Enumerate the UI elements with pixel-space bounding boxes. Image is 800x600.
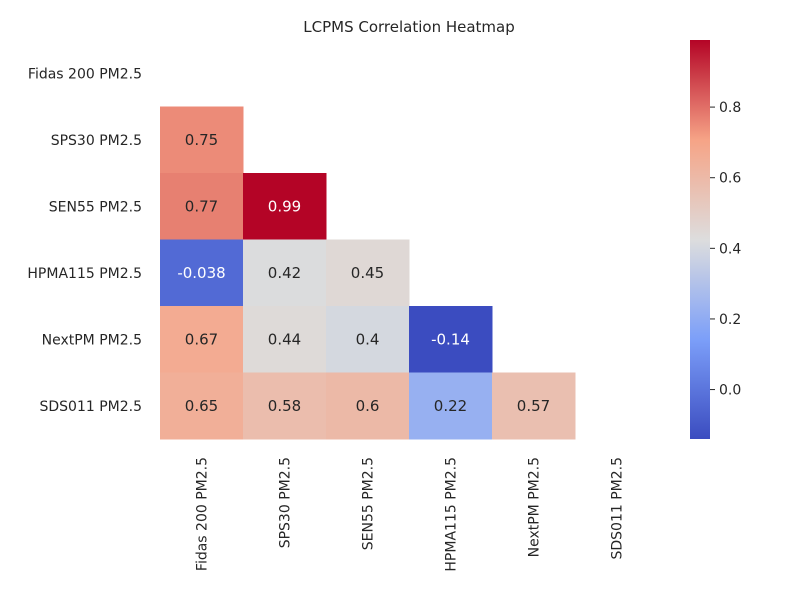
cell-value-label: 0.22 xyxy=(434,397,467,415)
cell-hpma115-pm2-5-sps30-pm2-5 xyxy=(243,239,327,307)
cell-nextpm-pm2-5-fidas-200-pm2-5 xyxy=(160,306,244,373)
y-tick-label-sps30-pm2-5: SPS30 PM2.5 xyxy=(51,133,142,149)
y-tick-label-hpma115-pm2-5: HPMA115 PM2.5 xyxy=(27,266,142,282)
cell-value-label: 0.4 xyxy=(356,330,380,348)
cell-sen55-pm2-5-fidas-200-pm2-5 xyxy=(160,173,244,240)
colorbar-tick-label: 0.6 xyxy=(719,171,741,187)
cell-value-label: 0.42 xyxy=(268,264,301,282)
x-tick-label-hpma115-pm2-5: HPMA115 PM2.5 xyxy=(444,457,460,572)
cell-nextpm-pm2-5-hpma115-pm2-5 xyxy=(409,306,493,373)
cell-value-label: 0.67 xyxy=(185,330,218,348)
x-axis-labels: Fidas 200 PM2.5 SPS30 PM2.5 SEN55 PM2.5 HPM… xyxy=(195,457,626,572)
cell-nextpm-pm2-5-sen55-pm2-5 xyxy=(326,306,410,373)
cell-value-label: 0.77 xyxy=(185,197,218,215)
cell-hpma115-pm2-5-fidas-200-pm2-5 xyxy=(160,239,244,307)
x-tick-label-fidas-200-pm2-5: Fidas 200 PM2.5 xyxy=(195,457,211,571)
cell-value-label: 0.57 xyxy=(517,397,550,415)
cell-sen55-pm2-5-sps30-pm2-5 xyxy=(243,173,327,240)
colorbar-tick-label: 0.8 xyxy=(719,100,741,116)
cell-sds011-pm2-5-sps30-pm2-5 xyxy=(243,372,327,440)
cell-sds011-pm2-5-fidas-200-pm2-5 xyxy=(160,372,244,440)
cell-nextpm-pm2-5-sps30-pm2-5 xyxy=(243,306,327,373)
colorbar-tick-label: 0.2 xyxy=(719,312,741,328)
cell-hpma115-pm2-5-sen55-pm2-5 xyxy=(326,239,410,307)
chart-title: LCPMS Correlation Heatmap xyxy=(303,18,515,36)
cell-sds011-pm2-5-hpma115-pm2-5 xyxy=(409,372,493,440)
y-tick-label-sds011-pm2-5: SDS011 PM2.5 xyxy=(39,399,142,415)
x-tick-label-nextpm-pm2-5: NextPM PM2.5 xyxy=(527,457,543,557)
cell-sps30-pm2-5-fidas-200-pm2-5 xyxy=(160,106,244,174)
cell-value-label: 0.99 xyxy=(268,197,301,215)
x-tick-label-sds011-pm2-5: SDS011 PM2.5 xyxy=(610,457,626,560)
cell-value-label: -0.14 xyxy=(431,330,470,348)
cell-sds011-pm2-5-sen55-pm2-5 xyxy=(326,372,410,440)
cell-value-label: 0.44 xyxy=(268,330,301,348)
cell-value-label: 0.75 xyxy=(185,131,218,149)
colorbar-tick-label: 0.0 xyxy=(719,383,741,399)
cell-value-label: 0.6 xyxy=(356,397,380,415)
colorbar-tick-label: 0.4 xyxy=(719,241,741,257)
colorbar-ticks: 0.0 0.2 0.4 0.6 0.8 xyxy=(710,100,741,399)
cell-value-label: -0.038 xyxy=(177,264,225,282)
y-tick-label-fidas-200-pm2-5: Fidas 200 PM2.5 xyxy=(28,66,142,82)
x-tick-label-sps30-pm2-5: SPS30 PM2.5 xyxy=(278,457,294,548)
cell-value-label: 0.45 xyxy=(351,264,384,282)
y-axis-labels: Fidas 200 PM2.5 SPS30 PM2.5 SEN55 PM2.5 HPM… xyxy=(27,66,142,415)
x-tick-label-sen55-pm2-5: SEN55 PM2.5 xyxy=(361,457,377,550)
cell-value-label: 0.65 xyxy=(185,397,218,415)
heatmap-cells: 0.75 0.77 0.99 -0.038 0.42 0.45 0.67 0.44 0.4 -0.… xyxy=(160,106,576,440)
y-tick-label-sen55-pm2-5: SEN55 PM2.5 xyxy=(49,199,142,215)
cell-sds011-pm2-5-nextpm-pm2-5 xyxy=(492,372,576,440)
colorbar xyxy=(690,40,710,439)
y-tick-label-nextpm-pm2-5: NextPM PM2.5 xyxy=(42,332,142,348)
cell-value-label: 0.58 xyxy=(268,397,301,415)
